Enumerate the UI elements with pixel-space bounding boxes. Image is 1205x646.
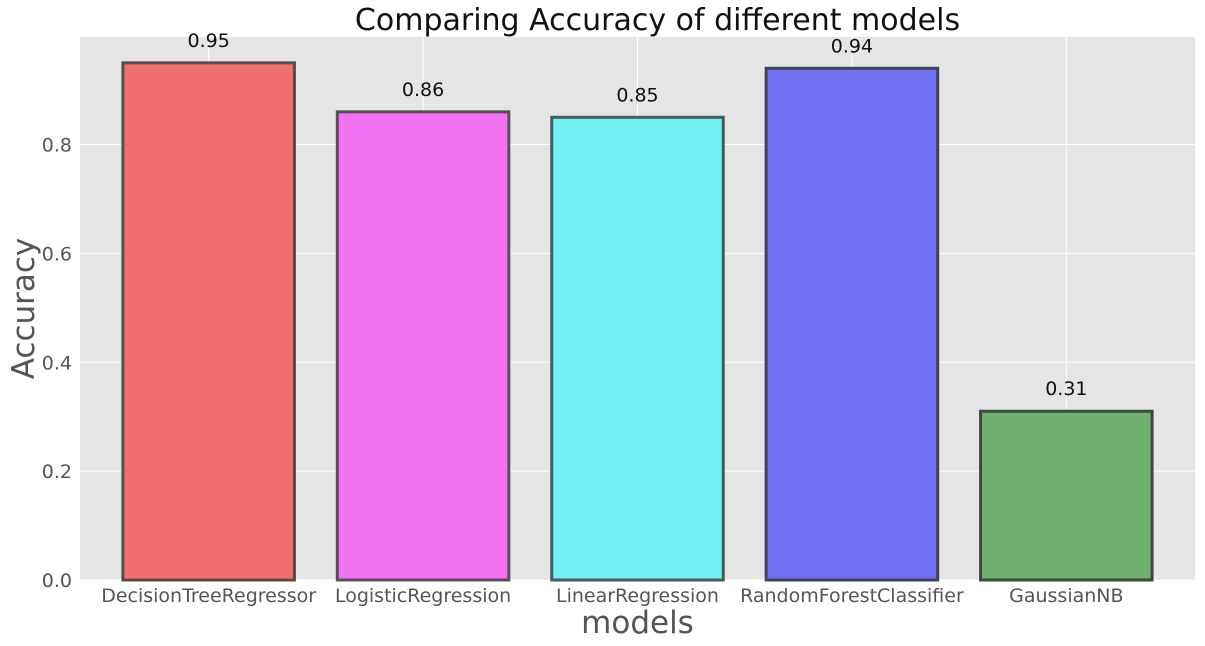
x-tick-label: DecisionTreeRegressor [101, 585, 316, 607]
y-tick-label: 0.0 [42, 570, 72, 592]
bar-gaussiannb [979, 409, 1154, 582]
chart-title: Comparing Accuracy of different models [355, 3, 960, 38]
y-tick-label: 0.4 [42, 352, 72, 374]
data-label: 0.85 [616, 84, 658, 106]
data-label: 0.86 [402, 79, 444, 101]
data-labels: 0.95 0.86 0.85 0.94 0.31 [187, 30, 1087, 400]
y-tick-label: 0.2 [42, 461, 72, 483]
y-tick-label: 0.8 [42, 135, 72, 157]
bars [121, 61, 1154, 582]
data-label: 0.95 [187, 30, 229, 52]
bar-logisticregression [335, 110, 511, 582]
x-tick-label: LinearRegression [556, 585, 719, 607]
x-tick-label: GaussianNB [1009, 585, 1123, 607]
x-axis-ticks: DecisionTreeRegressor LogisticRegression L… [101, 585, 1123, 607]
bar-decisiontreeregressor [121, 61, 296, 582]
data-label: 0.31 [1045, 378, 1087, 400]
y-tick-label: 0.6 [42, 243, 72, 265]
bar-linearregression [550, 115, 725, 582]
data-label: 0.94 [831, 35, 873, 57]
x-axis-title: models [581, 605, 694, 641]
y-axis-title: Accuracy [6, 238, 42, 380]
x-tick-label: RandomForestClassifier [740, 585, 964, 607]
y-axis-ticks: 0.0 0.2 0.4 0.6 0.8 [42, 135, 72, 592]
bar-randomforestclassifier [764, 66, 940, 582]
x-tick-label: LogisticRegression [335, 585, 511, 607]
